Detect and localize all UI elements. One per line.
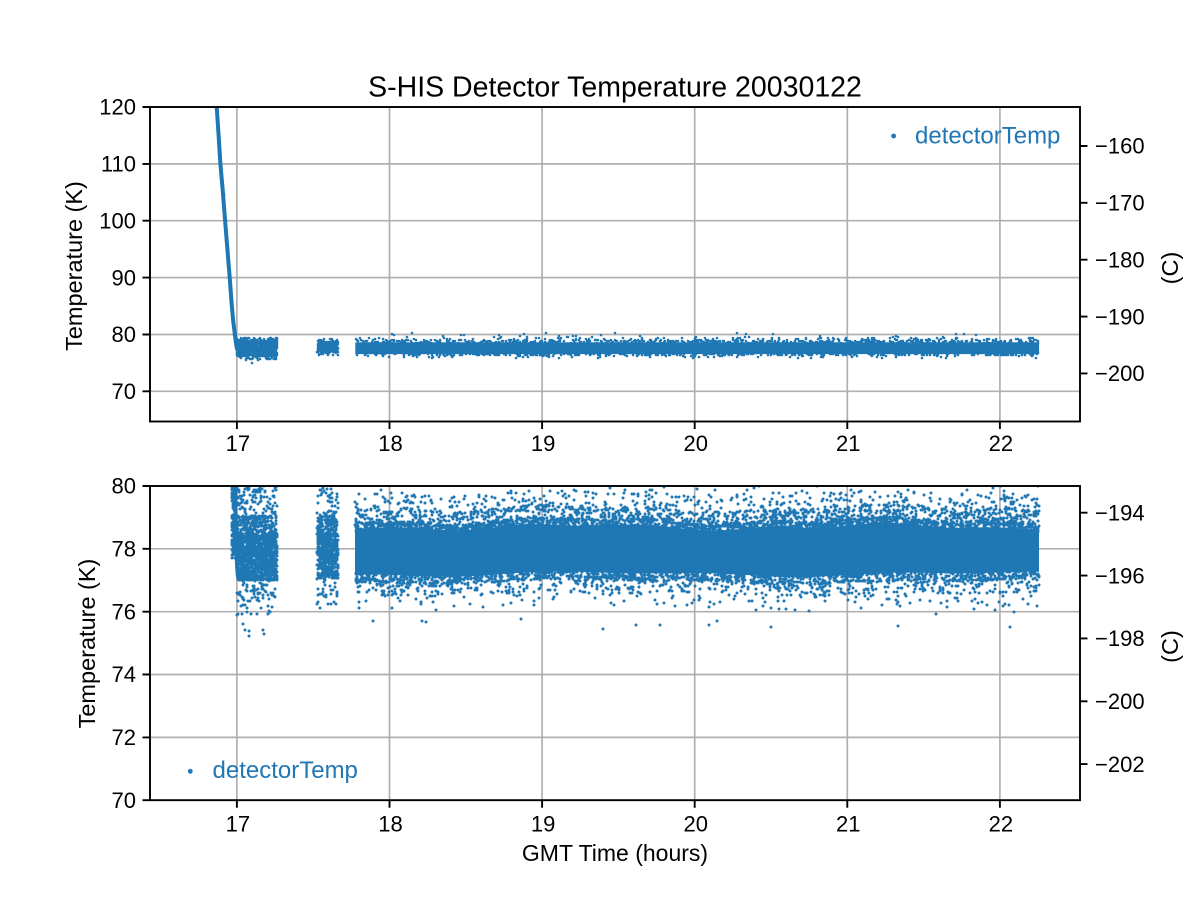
svg-text:120: 120	[99, 95, 136, 120]
svg-text:21: 21	[836, 812, 860, 837]
svg-text:72: 72	[112, 725, 136, 750]
svg-text:19: 19	[531, 812, 555, 837]
svg-text:22: 22	[989, 812, 1013, 837]
svg-text:−194: −194	[1095, 500, 1145, 525]
svg-text:110: 110	[101, 152, 136, 177]
svg-text:20: 20	[683, 812, 707, 837]
svg-text:−200: −200	[1095, 689, 1145, 714]
svg-text:−202: −202	[1095, 752, 1145, 777]
svg-text:78: 78	[112, 537, 136, 562]
svg-text:22: 22	[989, 431, 1013, 456]
svg-text:detectorTemp: detectorTemp	[915, 123, 1060, 150]
svg-text:−200: −200	[1095, 361, 1145, 386]
svg-text:70: 70	[112, 788, 136, 813]
svg-text:GMT Time (hours): GMT Time (hours)	[522, 840, 708, 866]
svg-text:18: 18	[378, 431, 402, 456]
svg-text:80: 80	[112, 322, 136, 347]
svg-text:S-HIS Detector Temperature 200: S-HIS Detector Temperature 20030122	[368, 72, 862, 104]
svg-text:80: 80	[112, 474, 136, 499]
svg-text:−170: −170	[1095, 191, 1145, 216]
svg-text:(C): (C)	[1157, 252, 1183, 285]
svg-text:Temperature (K): Temperature (K)	[74, 559, 100, 729]
svg-text:(C): (C)	[1157, 630, 1183, 663]
svg-text:76: 76	[112, 599, 136, 624]
svg-text:17: 17	[226, 812, 250, 837]
svg-text:74: 74	[112, 662, 136, 687]
svg-text:19: 19	[531, 431, 555, 456]
svg-text:detectorTemp: detectorTemp	[213, 757, 358, 784]
svg-text:−190: −190	[1095, 304, 1145, 329]
svg-text:−196: −196	[1095, 563, 1145, 588]
svg-text:100: 100	[99, 208, 136, 233]
svg-text:−180: −180	[1095, 247, 1145, 272]
svg-text:21: 21	[836, 431, 860, 456]
svg-text:90: 90	[112, 265, 136, 290]
svg-text:−160: −160	[1095, 134, 1145, 159]
svg-text:−198: −198	[1095, 626, 1145, 651]
svg-text:Temperature (K): Temperature (K)	[61, 181, 87, 351]
svg-text:70: 70	[112, 379, 136, 404]
svg-text:17: 17	[226, 431, 250, 456]
svg-text:20: 20	[683, 431, 707, 456]
svg-text:18: 18	[378, 812, 402, 837]
